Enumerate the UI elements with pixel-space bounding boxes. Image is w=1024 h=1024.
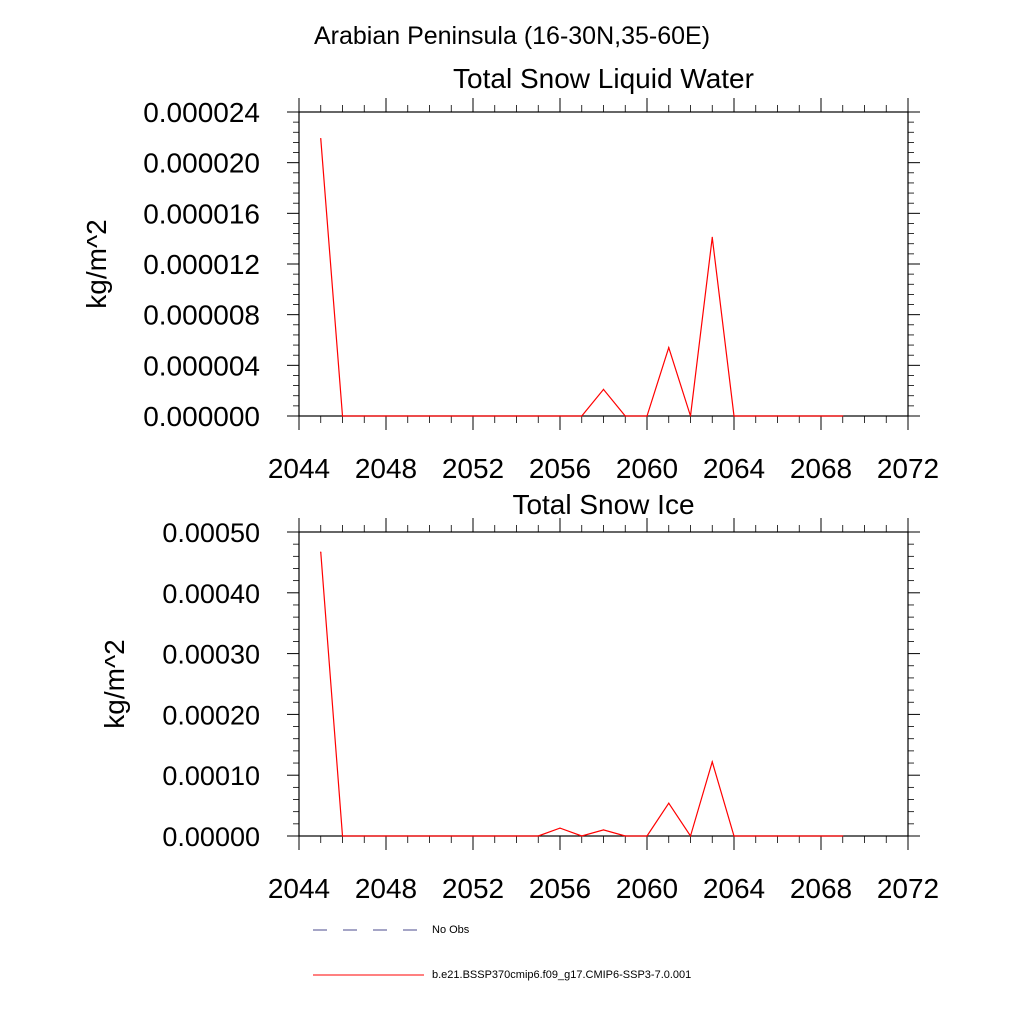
data-point [363,415,365,417]
data-point [515,835,518,837]
x-tick-label: 2064 [703,453,765,484]
data-point [515,415,518,417]
data-point [494,415,496,417]
panel-snow-ice: Total Snow Ice kg/m^2 2044 2048 2052 2056 2060… [99,489,939,904]
y-axis-label: kg/m^2 [81,219,112,308]
data-point [450,415,452,417]
x-tick-label: 2044 [268,453,330,484]
x-tick-label: 2048 [355,453,417,484]
data-point [798,835,800,837]
y-tick-label: 0.00020 [162,700,260,730]
chart-title: Total Snow Ice [512,489,694,520]
y-tick-label: 0.00030 [162,640,260,670]
panel-snow-liquid-water: Total Snow Liquid Water kg/m^2 2044 2048 205… [81,63,939,484]
data-point [341,835,344,837]
data-point [842,415,844,417]
y-tick-label: 0.000016 [143,198,260,229]
data-point [798,415,800,417]
data-point [472,835,474,837]
data-point [537,415,539,417]
y-tick-label: 0.000008 [143,300,260,331]
y-tick-label: 0.000000 [143,401,260,432]
data-point [320,138,322,140]
data-point [776,415,779,417]
y-tick-label: 0.00040 [162,579,260,609]
data-point [689,835,692,837]
data-point [776,835,779,837]
x-tick-label: 2064 [703,873,765,904]
data-point [646,415,648,417]
y-axis-label: kg/m^2 [99,639,130,728]
data-point [689,415,692,417]
data-point [385,835,387,837]
data-point [733,835,735,837]
data-point [363,835,365,837]
plot-frame [298,531,909,837]
legend-label-no-obs: No Obs [432,924,470,936]
x-tick-label: 2052 [442,873,504,904]
x-tick-label: 2044 [268,873,330,904]
data-point [624,415,626,417]
data-point [668,347,670,349]
series-line-liquid-water [320,138,843,417]
data-point [646,835,648,837]
data-point [581,835,583,837]
chart-title: Total Snow Liquid Water [453,63,754,94]
data-point [494,835,496,837]
data-point [755,415,757,417]
y-tick-label: 0.000012 [143,249,260,280]
series-line-snow-ice [320,552,843,838]
x-tick-label: 2068 [790,453,852,484]
x-tick-label: 2060 [616,453,678,484]
data-point [537,835,539,837]
region-title: Arabian Peninsula (16-30N,35-60E) [314,22,710,50]
data-point [820,415,822,417]
y-tick-label: 0.000004 [143,350,260,381]
legend: No Obs b.e21.BSSP370cmip6.f09_g17.CMIP6-… [313,924,691,981]
data-point [755,835,757,837]
data-point [472,415,474,417]
data-point [581,415,583,417]
data-point [820,835,822,837]
x-tick-label: 2048 [355,873,417,904]
data-point [602,829,605,831]
data-point [711,236,713,238]
data-point [428,835,431,837]
data-point [602,388,605,390]
data-point [668,802,670,804]
data-point [733,415,735,417]
y-tick-label: 0.000020 [143,148,260,179]
data-point [711,761,713,763]
x-tick-label: 2060 [616,873,678,904]
data-point [385,415,387,417]
legend-label-model-run: b.e21.BSSP370cmip6.f09_g17.CMIP6-SSP3-7.… [432,969,691,981]
data-point [320,551,322,553]
y-tick-label: 0.00010 [162,761,260,791]
x-tick-label: 2052 [442,453,504,484]
data-point [407,415,409,417]
x-tick-label: 2056 [529,453,591,484]
y-tick-label: 0.00050 [162,518,260,548]
y-tick-label: 0.00000 [162,822,260,852]
data-point [428,415,431,417]
data-point [559,415,561,417]
data-point [407,835,409,837]
data-point [559,827,561,829]
x-tick-label: 2068 [790,873,852,904]
data-point [450,835,452,837]
plot-frame [298,111,909,417]
data-point [341,415,344,417]
x-tick-label: 2056 [529,873,591,904]
data-point [624,835,626,837]
y-tick-label: 0.000024 [143,97,260,128]
x-tick-label: 2072 [877,873,939,904]
x-tick-label: 2072 [877,453,939,484]
data-point [842,835,844,837]
